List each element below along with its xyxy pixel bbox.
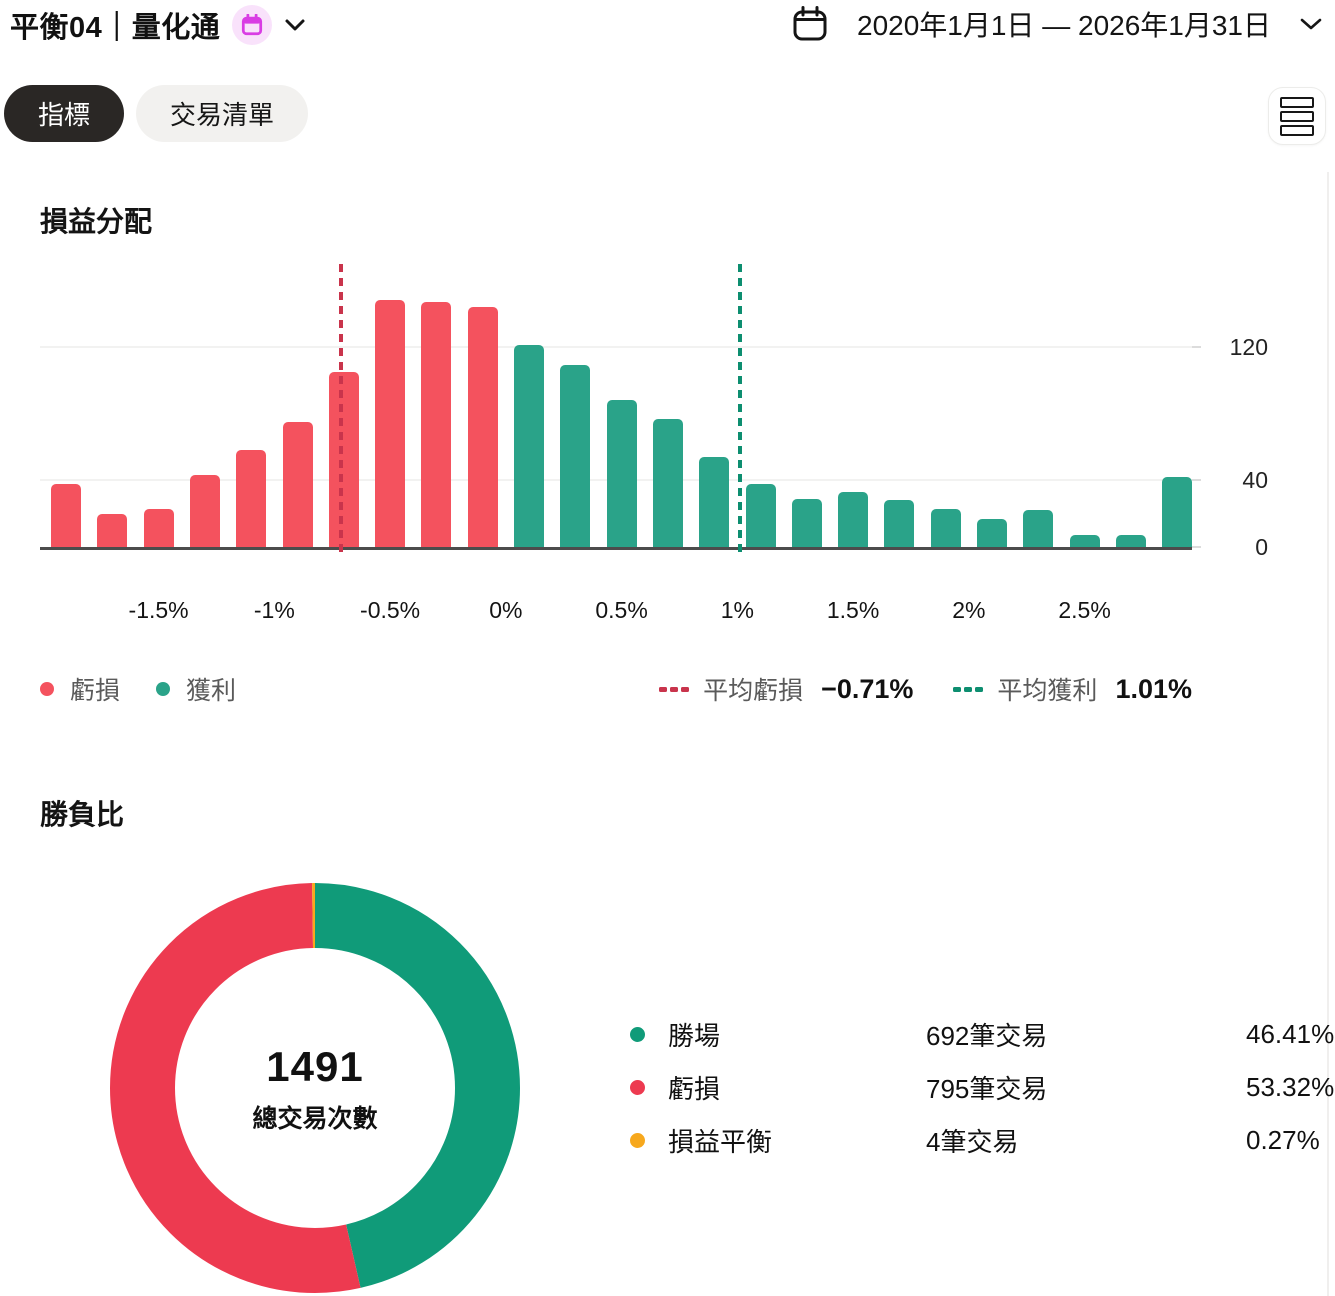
x-axis-label: 0.5%	[595, 597, 648, 623]
profit-bar[interactable]	[1162, 477, 1193, 547]
loss-bar[interactable]	[282, 422, 313, 547]
loss-dot-icon	[40, 682, 54, 696]
profit-bar[interactable]	[884, 500, 915, 547]
loss-bar[interactable]	[143, 508, 174, 547]
dashed-line-icon	[659, 686, 690, 692]
x-axis-line	[40, 547, 1192, 550]
x-axis-label: -1%	[253, 597, 295, 623]
chevron-down-icon	[1300, 18, 1322, 30]
legend-row-wins: 勝場 692筆交易 46.41%	[630, 1008, 1334, 1061]
strategy-badge	[232, 5, 273, 45]
date-range-text: 2020年1月1日 — 2026年1月31日	[857, 10, 1271, 41]
profit-bar[interactable]	[514, 345, 544, 547]
profit-bar[interactable]	[745, 483, 776, 547]
tab-trade-list[interactable]: 交易清單	[136, 85, 309, 142]
profit-bar[interactable]	[606, 400, 637, 547]
loss-bar[interactable]	[189, 475, 220, 547]
page-title: 平衡04｜量化通	[10, 12, 221, 44]
avg-profit-label: 平均獲利	[997, 677, 1098, 705]
loss-dot-icon	[630, 1080, 645, 1095]
profit-bar[interactable]	[1069, 535, 1100, 547]
profit-bar[interactable]	[560, 365, 591, 547]
avg-profit-value: 1.01%	[1115, 673, 1192, 704]
average-legend: 平均虧損 −0.71% 平均獲利 1.01%	[659, 671, 1192, 707]
profit-dot-icon	[156, 682, 171, 696]
x-axis-label: -0.5%	[360, 597, 421, 623]
y-axis-label: 120	[1229, 334, 1268, 360]
profit-bar[interactable]	[1023, 510, 1054, 547]
loss-label: 虧損	[70, 677, 121, 705]
strategy-header: 平衡04｜量化通	[10, 4, 306, 46]
profit-bar[interactable]	[977, 518, 1007, 547]
calendar-icon	[793, 6, 827, 41]
profit-bar[interactable]	[699, 457, 730, 547]
win-trade-count: 692筆交易	[926, 1021, 1048, 1051]
loss-bar[interactable]	[51, 483, 81, 547]
avg-loss-label: 平均虧損	[703, 677, 804, 705]
dashed-line-icon	[953, 686, 984, 692]
win-loss-ratio-title: 勝負比	[40, 799, 125, 830]
x-axis-label: 1%	[720, 597, 754, 623]
list-icon	[1280, 96, 1314, 108]
legend-row-losses: 虧損 795筆交易 53.32%	[630, 1061, 1334, 1114]
x-axis-label: 0%	[489, 597, 523, 623]
y-axis-tick	[1192, 546, 1201, 548]
avg-profit-line	[737, 264, 742, 554]
breakeven-dot-icon	[630, 1133, 645, 1148]
total-trades-label: 總交易次數	[252, 1105, 378, 1133]
loss-trade-count: 795筆交易	[926, 1074, 1048, 1104]
card-right-border	[1327, 172, 1329, 1296]
x-axis-label: -1.5%	[128, 597, 189, 623]
chevron-down-icon[interactable]	[284, 18, 306, 32]
donut-center: 1491 總交易次數	[165, 1043, 465, 1135]
profit-bar[interactable]	[652, 418, 683, 547]
loss-label: 虧損	[668, 1074, 721, 1104]
legend-profit: 獲利	[156, 671, 236, 707]
profit-bar[interactable]	[1115, 535, 1146, 547]
y-axis-tick	[1192, 346, 1201, 348]
win-loss-legend: 勝場 692筆交易 46.41% 虧損 795筆交易 53.32% 損益平衡 4…	[630, 1008, 1334, 1167]
total-trades-value: 1491	[266, 1043, 364, 1090]
list-view-button[interactable]	[1268, 87, 1326, 145]
y-axis-tick	[1192, 479, 1201, 482]
x-axis-label: 1.5%	[826, 597, 880, 623]
x-axis-label: 2%	[952, 597, 986, 623]
tab-bar: 指標 交易清單	[4, 85, 309, 142]
date-range-picker[interactable]: 2020年1月1日 — 2026年1月31日	[791, 4, 1323, 44]
loss-bar[interactable]	[97, 513, 128, 547]
histogram-legend: 虧損 獲利 平均虧損 −0.71% 平均獲利 1.01%	[40, 668, 1192, 710]
y-axis-label: 0	[1255, 534, 1268, 560]
win-label: 勝場	[668, 1021, 721, 1051]
loss-bar[interactable]	[467, 307, 498, 547]
profit-bar[interactable]	[930, 508, 961, 547]
y-axis-label: 40	[1242, 467, 1268, 494]
loss-bar[interactable]	[421, 302, 452, 547]
win-dot-icon	[630, 1027, 645, 1042]
breakeven-label: 損益平衡	[668, 1127, 773, 1157]
legend-row-breakeven: 損益平衡 4筆交易 0.27%	[630, 1114, 1320, 1167]
win-percent: 46.41%	[1246, 1019, 1335, 1049]
avg-loss-line	[339, 264, 344, 554]
gridline	[40, 346, 1192, 348]
donut-slice-1[interactable]	[110, 883, 520, 1293]
loss-bar[interactable]	[236, 450, 267, 547]
profit-label: 獲利	[186, 677, 237, 705]
avg-loss-value: −0.71%	[821, 673, 914, 704]
loss-percent: 53.32%	[1246, 1072, 1335, 1102]
pnl-distribution-title: 損益分配	[40, 206, 153, 237]
pnl-histogram: 0 40 120 -1.5% -1% -0.5% 0% 0.5% 1% 1.5% 2% 2.5%	[40, 264, 1268, 623]
win-loss-donut-chart	[110, 883, 520, 1293]
x-axis-label: 2.5%	[1058, 597, 1111, 623]
tab-indicators[interactable]: 指標	[4, 85, 125, 142]
donut-slice-2[interactable]	[110, 883, 520, 1293]
loss-bar[interactable]	[328, 372, 359, 547]
breakeven-trade-count: 4筆交易	[926, 1127, 1019, 1157]
profit-bar[interactable]	[838, 492, 869, 547]
loss-bar[interactable]	[375, 300, 406, 547]
calendar-icon	[242, 14, 263, 36]
legend-loss: 虧損	[40, 671, 120, 707]
breakeven-percent: 0.27%	[1246, 1125, 1320, 1155]
profit-bar[interactable]	[791, 498, 822, 547]
